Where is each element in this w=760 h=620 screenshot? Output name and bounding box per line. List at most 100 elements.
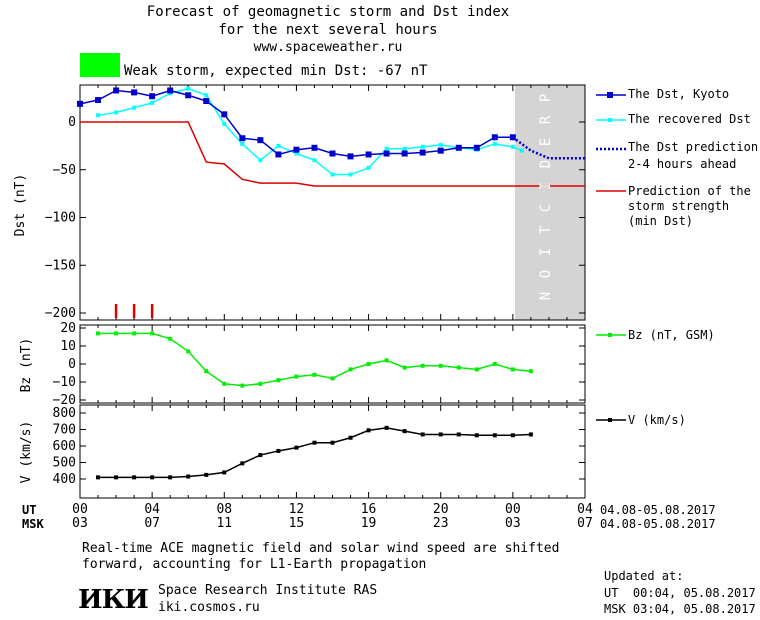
- prediction-letter: D: [538, 160, 554, 168]
- msk-label: MSK: [22, 517, 44, 531]
- y-tick-label: 800: [53, 406, 76, 421]
- dst-panel: 0 −50 −100 −150 −200: [45, 84, 586, 321]
- bz-point: [474, 367, 479, 372]
- bz-point: [366, 362, 371, 366]
- bz-point: [168, 336, 173, 341]
- footer-note-2: forward, accounting for L1-Earth propaga…: [82, 557, 427, 572]
- prediction-letter: T: [538, 225, 554, 234]
- recovered-dst-point: [366, 165, 371, 170]
- recovered-dst-point: [402, 146, 407, 151]
- institute-url[interactable]: iki.cosmos.ru: [158, 600, 260, 615]
- bz-line: [98, 332, 531, 387]
- v-point: [186, 474, 191, 479]
- bz-point: [276, 378, 281, 383]
- ut-label: UT: [22, 503, 37, 517]
- ut-tick-label: 04: [577, 502, 593, 517]
- y-tick-label: −10: [53, 375, 76, 390]
- dst-prediction-line: [512, 136, 585, 160]
- v-point: [312, 440, 317, 445]
- kyoto-dst-point: [419, 149, 426, 156]
- legend-bz-marker: [608, 333, 612, 337]
- bz-point: [150, 331, 155, 336]
- updated-label: Updated at:: [604, 569, 684, 583]
- legend-dst-recovered-marker: [608, 118, 612, 122]
- kyoto-dst-point: [167, 87, 174, 94]
- msk-tick-label: 07: [144, 516, 160, 531]
- prediction-letter: E: [538, 138, 554, 146]
- site-url[interactable]: www.spaceweather.ru: [253, 40, 403, 55]
- legend-dst-kyoto-marker: [607, 92, 613, 98]
- v-point: [420, 432, 425, 437]
- institute-name: Space Research Institute RAS: [158, 583, 378, 598]
- kyoto-dst-point: [95, 97, 102, 104]
- bz-point: [420, 363, 425, 368]
- storm-status-swatch: [80, 53, 120, 77]
- updated-msk: MSK 03:04, 05.08.2017: [604, 602, 756, 616]
- bz-ylabel: Bz (nT): [19, 338, 34, 393]
- legend-dst-kyoto: The Dst, Kyoto: [628, 87, 730, 101]
- legend-v: V (km/s): [628, 413, 686, 427]
- recovered-dst-point: [438, 142, 443, 147]
- kyoto-dst-point: [239, 135, 246, 142]
- prediction-letter: I: [538, 248, 554, 256]
- bz-point: [222, 381, 227, 386]
- legend-glyphs: [596, 92, 626, 422]
- y-tick-label: 0: [68, 357, 76, 372]
- kyoto-dst-point: [311, 144, 318, 151]
- kyoto-dst-point: [275, 151, 282, 158]
- storm-status-text: Weak storm, expected min Dst: -67 nT: [124, 63, 428, 79]
- y-tick-label: −200: [45, 306, 76, 321]
- recovered-dst-point: [384, 146, 389, 151]
- v-point: [114, 475, 119, 480]
- bz-point: [402, 365, 407, 370]
- bz-point: [312, 372, 317, 377]
- kyoto-dst-point: [77, 100, 83, 107]
- date-range-msk: 04.08-05.08.2017: [600, 517, 716, 531]
- v-point: [204, 472, 209, 477]
- kyoto-dst-point: [365, 151, 372, 158]
- v-point: [258, 453, 263, 458]
- storm-strength-line: [80, 121, 585, 187]
- kyoto-dst-point: [203, 97, 210, 104]
- kyoto-dst-point: [401, 150, 408, 157]
- y-tick-label: 500: [53, 456, 76, 471]
- recovered-dst-point: [492, 141, 497, 146]
- prediction-label: P R E D I C T I O N: [538, 94, 554, 300]
- kyoto-dst-point: [473, 144, 480, 151]
- legend-dst-prediction-2: 2-4 hours ahead: [628, 157, 737, 171]
- v-point: [96, 475, 101, 480]
- dst-frame: [79, 84, 586, 321]
- chart-title-line1: Forecast of geomagnetic storm and Dst in…: [146, 4, 510, 20]
- legend-dst-recovered: The recovered Dst: [628, 112, 751, 126]
- bz-point: [294, 374, 299, 379]
- bz-point: [510, 367, 515, 372]
- v-ylabel: V (km/s): [19, 421, 34, 484]
- bz-point: [186, 349, 191, 354]
- recovered-dst-point: [276, 143, 281, 148]
- ut-tick-label: 00: [505, 502, 521, 517]
- ut-tick-label: 04: [144, 502, 160, 517]
- v-point: [438, 432, 443, 437]
- recovered-dst-point: [294, 151, 299, 156]
- v-point: [276, 448, 281, 453]
- recovered-dst-point: [510, 144, 515, 149]
- recovered-dst-point: [132, 105, 137, 110]
- bz-series: [96, 331, 533, 388]
- recovered-dst-point: [519, 148, 524, 153]
- chart-title-line2: for the next several hours: [218, 22, 438, 38]
- y-tick-label: −150: [45, 258, 76, 273]
- bz-y-axis: 20 10 0 −10 −20: [53, 321, 586, 408]
- msk-tick-label: 23: [433, 516, 449, 531]
- bz-point: [330, 376, 335, 381]
- msk-tick-label: 11: [216, 516, 232, 531]
- v-point: [222, 470, 227, 475]
- recovered-dst-point: [114, 110, 119, 115]
- y-tick-label: 700: [53, 423, 76, 438]
- bz-panel: 20 10 0 −10 −20: [53, 321, 586, 408]
- v-point: [348, 435, 353, 440]
- v-point: [474, 433, 479, 438]
- bz-point: [114, 331, 119, 336]
